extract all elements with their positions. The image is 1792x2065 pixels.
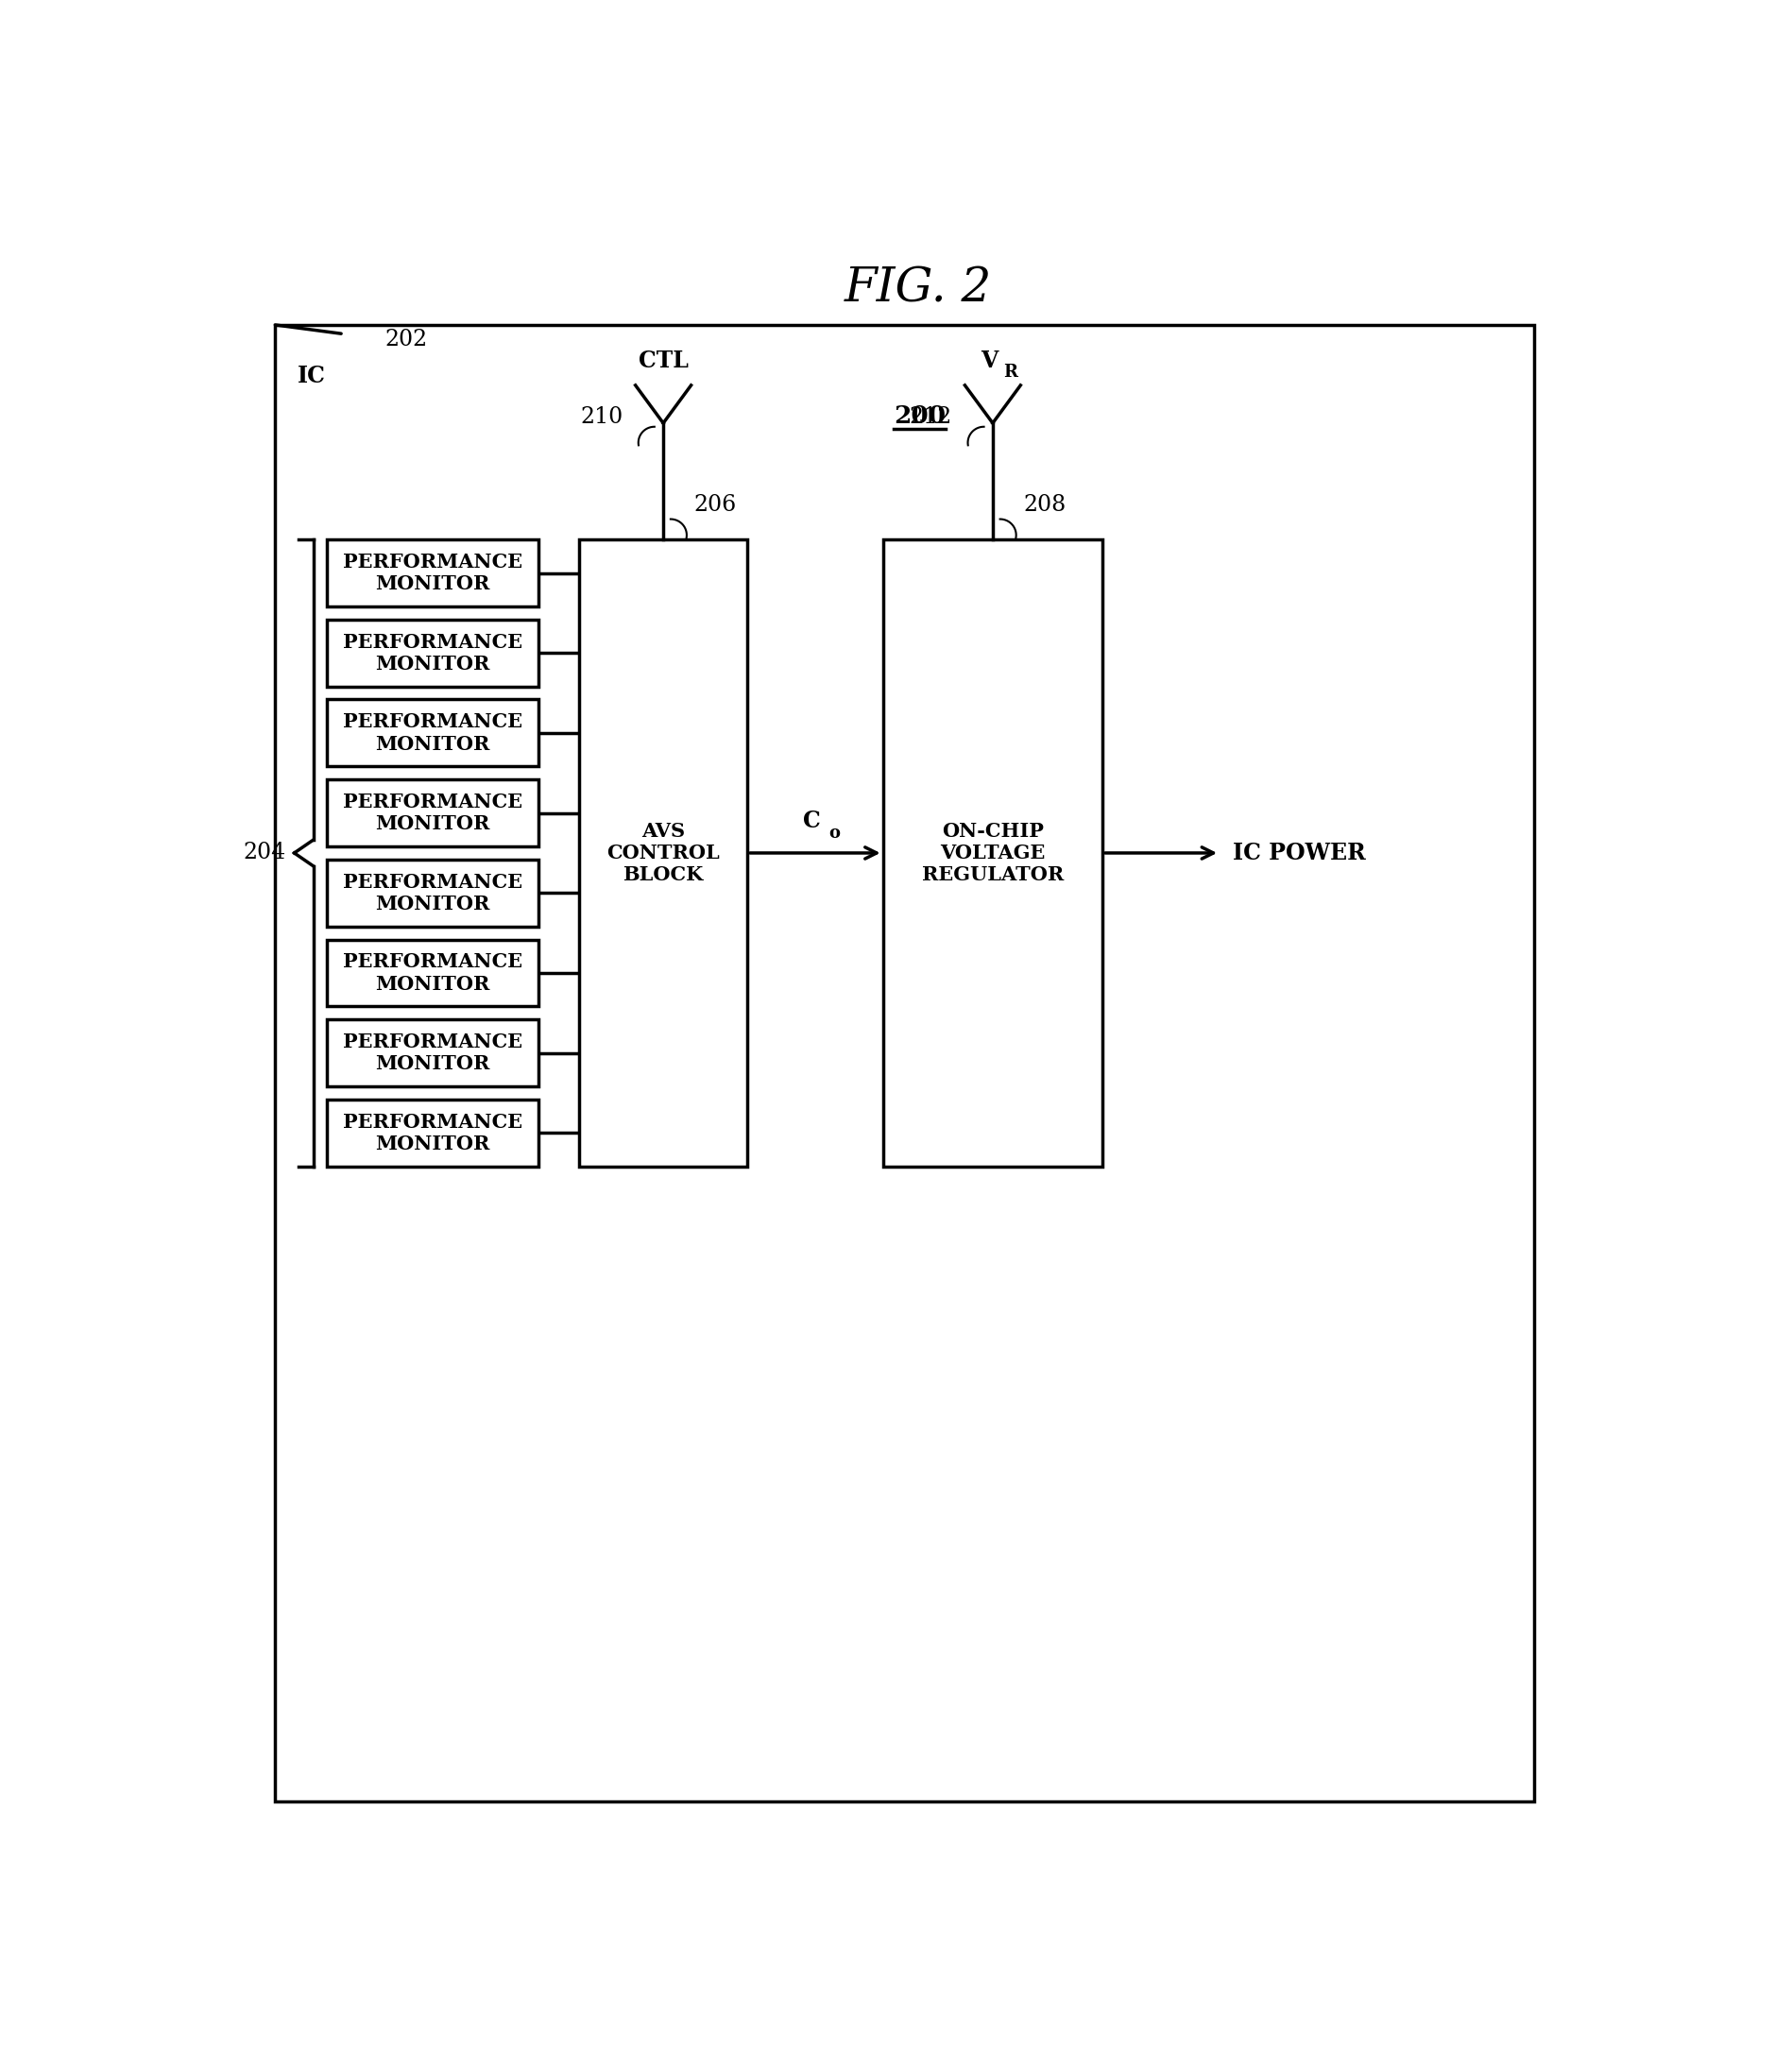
Bar <box>326 1099 539 1167</box>
Text: V: V <box>980 349 998 372</box>
Bar <box>326 859 539 927</box>
Text: IC POWER: IC POWER <box>1233 843 1366 865</box>
Text: PERFORMANCE
MONITOR: PERFORMANCE MONITOR <box>342 712 523 754</box>
Text: PERFORMANCE
MONITOR: PERFORMANCE MONITOR <box>342 1032 523 1074</box>
Text: 210: 210 <box>581 407 624 427</box>
Text: PERFORMANCE
MONITOR: PERFORMANCE MONITOR <box>342 793 523 834</box>
Text: ON-CHIP
VOLTAGE
REGULATOR: ON-CHIP VOLTAGE REGULATOR <box>921 822 1064 884</box>
Text: 202: 202 <box>385 328 428 351</box>
Text: R: R <box>1004 363 1018 380</box>
Bar <box>579 539 747 1167</box>
Text: PERFORMANCE
MONITOR: PERFORMANCE MONITOR <box>342 553 523 593</box>
Text: AVS
CONTROL
BLOCK: AVS CONTROL BLOCK <box>607 822 720 884</box>
Bar <box>326 700 539 766</box>
Text: C: C <box>803 809 821 832</box>
Text: 212: 212 <box>910 407 952 427</box>
Text: 208: 208 <box>1023 494 1066 516</box>
Bar <box>883 539 1102 1167</box>
Bar <box>326 620 539 686</box>
Text: IC: IC <box>297 366 326 386</box>
Text: FIG. 2: FIG. 2 <box>844 264 993 312</box>
Text: PERFORMANCE
MONITOR: PERFORMANCE MONITOR <box>342 632 523 673</box>
Bar <box>326 539 539 607</box>
Text: PERFORMANCE
MONITOR: PERFORMANCE MONITOR <box>342 1113 523 1154</box>
Text: PERFORMANCE
MONITOR: PERFORMANCE MONITOR <box>342 952 523 993</box>
Bar <box>326 940 539 1006</box>
Text: 206: 206 <box>694 494 737 516</box>
Bar <box>326 1020 539 1086</box>
Bar <box>326 779 539 847</box>
Text: CTL: CTL <box>638 349 688 372</box>
Text: o: o <box>828 824 840 840</box>
Text: PERFORMANCE
MONITOR: PERFORMANCE MONITOR <box>342 873 523 913</box>
Text: 200: 200 <box>894 405 946 427</box>
Text: 204: 204 <box>242 843 285 863</box>
